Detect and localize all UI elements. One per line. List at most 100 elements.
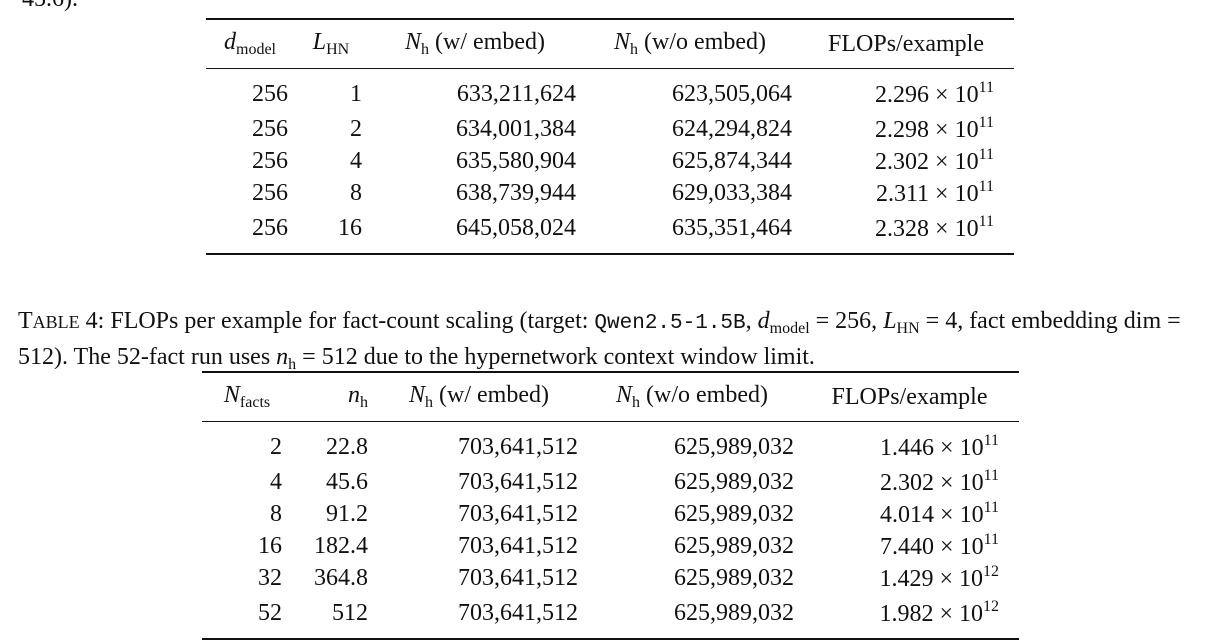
- cell-nh-without-embed: 625,989,032: [674, 532, 794, 559]
- cell-col2: 182.4: [314, 532, 368, 559]
- cell-col2: 91.2: [326, 500, 368, 527]
- cell-flops: 1.982 × 1012: [879, 598, 999, 627]
- cell-col1: 16: [258, 532, 282, 559]
- flops-exponent: 11: [978, 79, 994, 96]
- cell-nh-without-embed: 625,989,032: [674, 500, 794, 527]
- cell-flops: 2.302 × 1011: [880, 467, 999, 496]
- cell-col1: 4: [270, 468, 282, 495]
- table-3-layer-scaling: dmodel LHN Nh (w/ embed) Nh (w/o embed) …: [206, 18, 1014, 255]
- header-flops-per-example: FLOPs/example: [828, 30, 984, 57]
- cell-nh-without-embed: 625,989,032: [674, 564, 794, 591]
- flops-exponent: 12: [983, 563, 999, 580]
- table-4-caption: TABLE 4: FLOPs per example for fact-coun…: [18, 308, 1181, 373]
- flops-exponent: 11: [983, 432, 999, 449]
- flops-mantissa: 7.440: [880, 534, 935, 560]
- cell-nh-without-embed: 625,989,032: [674, 599, 794, 626]
- flops-exponent: 11: [978, 178, 994, 195]
- cell-col1: 256: [252, 214, 288, 241]
- cell-col2: 4: [350, 147, 362, 174]
- cell-col1: 256: [252, 115, 288, 142]
- table-row: 52 512 703,641,512 625,989,032 1.982 × 1012: [202, 594, 1019, 639]
- model-name: Qwen2.5-1.5B: [594, 312, 746, 335]
- table-row: 4 45.6 703,641,512 625,989,032 2.302 × 1011: [202, 466, 1019, 498]
- table-header-row: Nfacts nh Nh (w/ embed) Nh (w/o embed) F…: [202, 372, 1019, 422]
- cell-col1: 256: [252, 147, 288, 174]
- cell-nh-without-embed: 624,294,824: [672, 115, 792, 142]
- previous-text-fragment: 45.6).: [22, 0, 78, 13]
- cell-nh-with-embed: 703,641,512: [458, 468, 578, 495]
- cell-nh-with-embed: 703,641,512: [458, 599, 578, 626]
- flops-mantissa: 1.982: [879, 601, 934, 627]
- cell-nh-with-embed: 634,001,384: [456, 115, 576, 142]
- cell-nh-without-embed: 629,033,384: [672, 179, 792, 206]
- header-nh-with-embed: Nh (w/ embed): [409, 382, 549, 411]
- cell-col2: 364.8: [314, 564, 368, 591]
- flops-mantissa: 4.014: [880, 502, 935, 528]
- cell-flops: 2.296 × 1011: [875, 79, 994, 108]
- cell-nh-with-embed: 645,058,024: [456, 214, 576, 241]
- cell-flops: 2.302 × 1011: [875, 146, 994, 175]
- table-row: 256 16 645,058,024 635,351,464 2.328 × 1011: [206, 209, 1014, 254]
- table-row: 2 22.8 703,641,512 625,989,032 1.446 × 1011: [202, 422, 1019, 467]
- header-nh-with-embed: Nh (w/ embed): [405, 29, 545, 58]
- cell-flops: 2.328 × 1011: [875, 213, 994, 242]
- table-row: 256 8 638,739,944 629,033,384 2.311 × 1011: [206, 177, 1014, 209]
- cell-col1: 256: [252, 80, 288, 107]
- header-d-model: dmodel: [224, 29, 276, 58]
- table-row: 256 4 635,580,904 625,874,344 2.302 × 1011: [206, 145, 1014, 177]
- table-row: 32 364.8 703,641,512 625,989,032 1.429 × 101…: [202, 562, 1019, 594]
- cell-col2: 16: [338, 214, 362, 241]
- cell-col2: 512: [332, 599, 368, 626]
- table-header-row: dmodel LHN Nh (w/ embed) Nh (w/o embed) …: [206, 19, 1014, 69]
- cell-flops: 1.446 × 1011: [880, 432, 999, 461]
- cell-nh-without-embed: 635,351,464: [672, 214, 792, 241]
- header-n-h: nh: [348, 382, 368, 411]
- table-4-fact-count-scaling: Nfacts nh Nh (w/ embed) Nh (w/o embed) F…: [202, 371, 1019, 640]
- flops-exponent: 11: [978, 146, 994, 163]
- table-row: 256 1 633,211,624 623,505,064 2.296 × 1011: [206, 69, 1014, 114]
- flops-exponent: 11: [978, 213, 994, 230]
- cell-nh-with-embed: 633,211,624: [456, 80, 576, 107]
- cell-col1: 32: [258, 564, 282, 591]
- flops-exponent: 11: [983, 467, 999, 484]
- cell-nh-with-embed: 638,739,944: [456, 179, 576, 206]
- table-row: 8 91.2 703,641,512 625,989,032 4.014 × 1011: [202, 498, 1019, 530]
- flops-mantissa: 2.298: [875, 117, 930, 143]
- header-l-hn: LHN: [312, 29, 350, 58]
- cell-col2: 8: [350, 179, 362, 206]
- cell-nh-without-embed: 625,989,032: [674, 433, 794, 460]
- cell-col2: 22.8: [326, 433, 368, 460]
- flops-mantissa: 2.311: [875, 181, 930, 207]
- cell-col1: 52: [258, 599, 282, 626]
- cell-col1: 8: [270, 500, 282, 527]
- cell-col1: 2: [270, 433, 282, 460]
- header-nh-without-embed: Nh (w/o embed): [616, 382, 768, 411]
- table-row: 16 182.4 703,641,512 625,989,032 7.440 × 101…: [202, 530, 1019, 562]
- header-nh-without-embed: Nh (w/o embed): [614, 29, 766, 58]
- cell-col2: 45.6: [326, 468, 368, 495]
- flops-mantissa: 2.302: [875, 149, 930, 175]
- cell-col2: 2: [350, 115, 362, 142]
- flops-exponent: 11: [983, 531, 999, 548]
- cell-nh-without-embed: 625,989,032: [674, 468, 794, 495]
- cell-nh-without-embed: 625,874,344: [672, 147, 792, 174]
- flops-exponent: 11: [983, 499, 999, 516]
- cell-nh-with-embed: 703,641,512: [458, 532, 578, 559]
- cell-flops: 4.014 × 1011: [880, 499, 999, 528]
- flops-mantissa: 2.328: [875, 216, 930, 242]
- flops-mantissa: 2.302: [880, 470, 935, 496]
- cell-nh-with-embed: 635,580,904: [456, 147, 576, 174]
- flops-mantissa: 1.446: [880, 435, 935, 461]
- cell-flops: 2.298 × 1011: [875, 114, 994, 143]
- flops-mantissa: 2.296: [875, 82, 930, 108]
- table-row: 256 2 634,001,384 624,294,824 2.298 × 1011: [206, 113, 1014, 145]
- header-n-facts: Nfacts: [223, 382, 271, 411]
- cell-flops: 1.429 × 1012: [879, 563, 999, 592]
- cell-flops: 2.311 × 1011: [875, 178, 994, 207]
- cell-col1: 256: [252, 179, 288, 206]
- cell-nh-with-embed: 703,641,512: [458, 433, 578, 460]
- cell-nh-with-embed: 703,641,512: [458, 564, 578, 591]
- cell-col2: 1: [350, 80, 362, 107]
- cell-flops: 7.440 × 1011: [880, 531, 999, 560]
- flops-exponent: 12: [983, 598, 999, 615]
